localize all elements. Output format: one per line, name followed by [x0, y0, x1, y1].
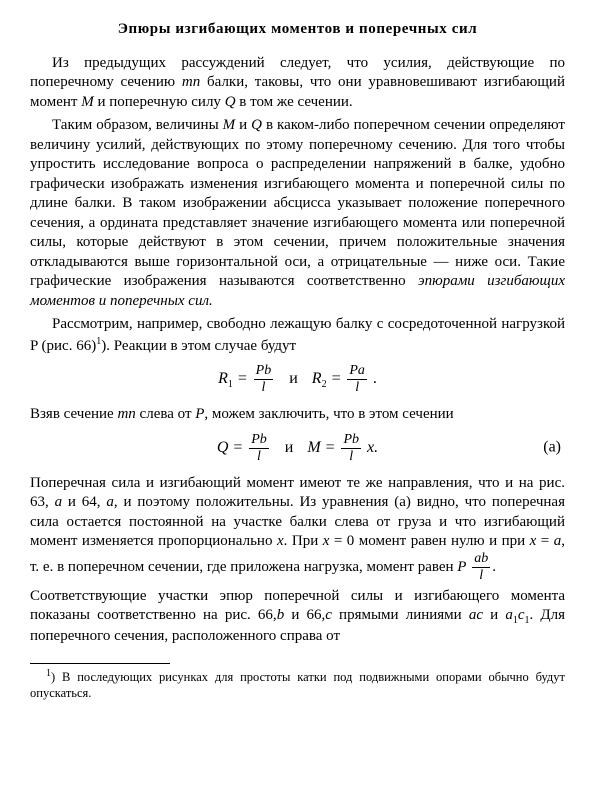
eq1-frac2: Pa l: [347, 364, 367, 395]
eq2-q: Q =: [217, 439, 247, 456]
paragraph-1: Из предыдущих рассуждений следует, что у…: [30, 54, 565, 113]
p4-text: Взяв сечение mn слева от P, можем заключ…: [30, 406, 454, 422]
footnote-rule: [30, 663, 170, 664]
eq1-lhs2: R2 =: [312, 370, 346, 387]
eq1-lhs1: R1 =: [218, 370, 252, 387]
p5-frac: ab l: [472, 552, 490, 583]
page-title: Эпюры изгибающих моментов и поперечных с…: [30, 20, 565, 40]
paragraph-4: Взяв сечение mn слева от P, можем заключ…: [30, 405, 565, 425]
p1-text: Из предыдущих рассуждений следует, что у…: [30, 55, 565, 110]
p2-text: Таким образом, величины M и Q в каком-ли…: [30, 117, 565, 309]
eq2-tag: (a): [543, 438, 561, 459]
p5b-text: .: [492, 558, 496, 574]
footnote-text: ) В последующих рисунках для простоты ка…: [30, 670, 565, 700]
eq2-qfrac: Pb l: [249, 433, 269, 464]
eq1-conj: и: [289, 370, 298, 387]
eq2-m: M =: [307, 439, 339, 456]
paragraph-5: Поперечная сила и изгибающий момент имею…: [30, 474, 565, 583]
paragraph-3: Рассмотрим, например, свободно лежащую б…: [30, 315, 565, 356]
equation-reactions: R1 = Pb l и R2 = Pa l .: [30, 364, 565, 395]
p3b-text: ). Реакции в этом случае будут: [101, 338, 296, 354]
eq1-frac1: Pb l: [254, 364, 274, 395]
eq2-tail: x.: [367, 439, 378, 456]
paragraph-6: Соответствующие участки эпюр поперечной …: [30, 587, 565, 647]
footnote-1: 1) В последующих рисунках для простоты к…: [30, 668, 565, 701]
paragraph-2: Таким образом, величины M и Q в каком-ли…: [30, 116, 565, 311]
p6-text: Соответствующие участки эпюр поперечной …: [30, 588, 565, 645]
equation-qm: Q = Pb l и M = Pb l x. (a): [30, 433, 565, 464]
eq2-mfrac: Pb l: [341, 433, 361, 464]
eq2-conj: и: [285, 439, 294, 456]
